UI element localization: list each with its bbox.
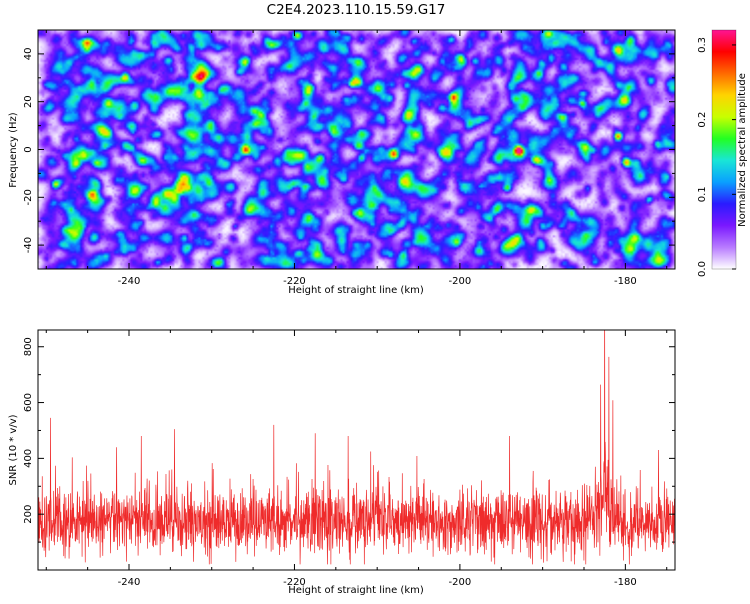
heatmap-x-tick-label: -180 [614,276,637,287]
colorbar-tick-label: 0.3 [697,37,708,53]
chart-title: C2E4.2023.110.15.59.G17 [267,2,446,18]
heatmap-y-tick-label: 20 [23,95,34,108]
snr-y-axis: 200 400 600 800 [23,337,675,571]
heatmap-y-axis: -40 -20 0 20 40 [23,29,675,270]
snr-frame [37,329,676,571]
snr-y-tick-label: 400 [23,449,34,468]
snr-y-tick-label: 200 [23,505,34,524]
snr-y-tick-label: 600 [23,393,34,412]
snr-x-axis: -240 -220 -200 -180 [45,330,668,588]
heatmap-y-tick-label: -20 [23,189,34,205]
snr-series-line [38,330,675,565]
heatmap-x-tick-label: -220 [283,276,306,287]
heatmap-y-tick-label: 0 [23,146,34,152]
heatmap-field [38,30,675,269]
snr-panel: -240 -220 -200 -180 200 400 600 800 Height of … [8,329,676,596]
snr-x-tick-label: -180 [614,577,637,588]
snr-y-label: SNR (10 * v/v) [8,414,19,485]
heatmap-y-tick-label: -40 [23,237,34,253]
snr-y-tick-label: 800 [23,337,34,356]
heatmap-x-axis: -240 -220 -200 -180 [45,30,668,287]
colorbar-label: Normalized spectral amplitude [737,73,748,227]
colorbar-tick-label: 0.2 [697,112,708,128]
colorbar-ticks: 0.0 0.1 0.2 0.3 [697,37,736,277]
snr-x-tick-label: -240 [118,577,141,588]
colorbar-tick-label: 0.0 [697,261,708,277]
heatmap-x-label: Height of straight line (km) [288,285,424,296]
heatmap-x-tick-label: -200 [449,276,472,287]
snr-x-tick-label: -220 [283,577,306,588]
snr-x-tick-label: -200 [449,577,472,588]
heatmap-x-tick-label: -240 [118,276,141,287]
colorbar: 0.0 0.1 0.2 0.3 Normalized spectral amplitu… [697,29,748,277]
snr-x-label: Height of straight line (km) [288,585,424,596]
heatmap-y-tick-label: 40 [23,48,34,61]
colorbar-frame [711,29,737,270]
heatmap-y-label: Frequency (Hz) [8,112,19,188]
colorbar-gradient [712,30,736,269]
colorbar-tick-label: 0.1 [697,186,708,202]
